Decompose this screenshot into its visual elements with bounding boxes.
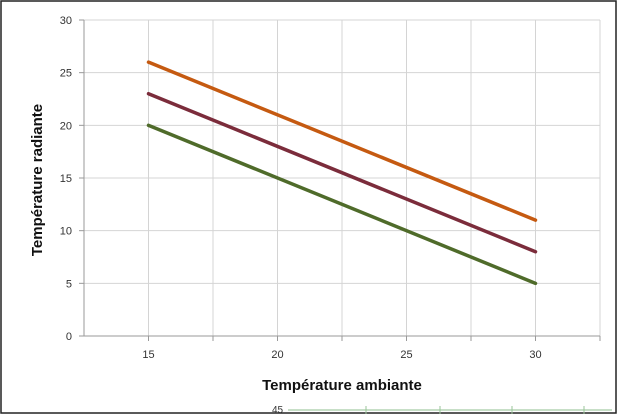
y-tick-label: 30 [60,15,72,27]
x-tick-label: 30 [529,349,541,361]
y-tick-label: 20 [60,120,72,132]
y-tick-label: 0 [66,331,72,343]
series-line-3 [146,123,538,286]
x-axis-title: Température ambiante [262,377,422,394]
y-tick-label: 25 [60,68,72,80]
y-tick-label: 10 [60,226,72,238]
series-line-1 [146,60,538,222]
x-tick-labels: 15 20 25 30 [142,349,541,361]
y-tick-label: 15 [60,173,72,185]
x-tick-label: 25 [400,349,412,361]
y-axis-title: Température radiante [29,104,46,256]
series-line-2 [146,91,538,254]
next-chart-peek: 45 [272,405,612,414]
x-tick-label: 15 [142,349,154,361]
axes [79,19,601,341]
y-tick-label: 5 [66,278,72,290]
series-lines [146,60,538,286]
next-chart-tick-label: 45 [272,405,284,414]
x-tick-label: 20 [271,349,283,361]
y-tick-labels: 0 5 10 15 20 25 30 [60,15,72,343]
